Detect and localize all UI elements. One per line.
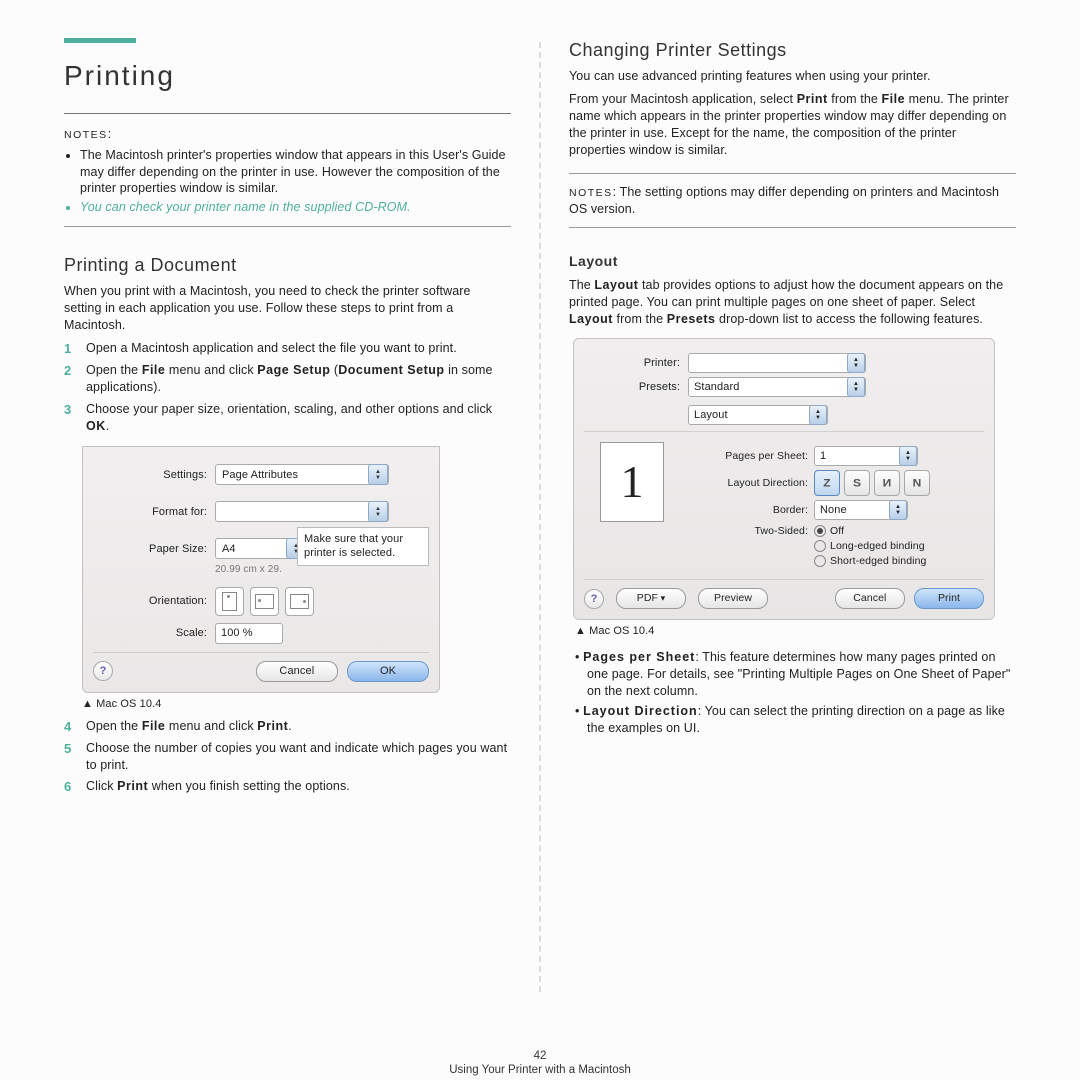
printer-label: Printer: xyxy=(584,356,688,371)
cancel-button[interactable]: Cancel xyxy=(256,661,338,682)
steps-list-b: Open the File menu and click Print. Choo… xyxy=(64,718,511,796)
paragraph: The Layout tab provides options to adjus… xyxy=(569,277,1016,328)
notes-list: The Macintosh printer's properties windo… xyxy=(64,147,511,217)
chevron-updown-icon: ▲▼ xyxy=(809,405,827,425)
radio-off[interactable] xyxy=(814,525,826,537)
notes-block: NNOTESOTES: The Macintosh printer's prop… xyxy=(64,126,511,216)
preview-button[interactable]: Preview xyxy=(698,588,768,609)
chevron-updown-icon: ▲▼ xyxy=(368,501,388,522)
format-for-select[interactable]: ▲▼ xyxy=(215,501,389,522)
footer-caption: Using Your Printer with a Macintosh xyxy=(449,1064,631,1076)
page: Printing NNOTESOTES: The Macintosh print… xyxy=(0,0,1080,1038)
step-item: Open the File menu and click Print. xyxy=(64,718,511,735)
orientation-portrait-button[interactable] xyxy=(215,587,244,616)
paper-size-select[interactable]: A4 ▲▼ xyxy=(215,538,307,559)
rule xyxy=(64,113,511,114)
sub-text: When you print with a Macintosh, you nee… xyxy=(64,283,511,334)
step-item: Choose your paper size, orientation, sca… xyxy=(64,401,511,435)
notes-item-accent: You can check your printer name in the s… xyxy=(80,199,511,216)
layout-dir-2-button[interactable]: S xyxy=(844,470,870,496)
paragraph: You can use advanced printing features w… xyxy=(569,68,1016,85)
layout-dir-1-button[interactable]: Z xyxy=(814,470,840,496)
rule xyxy=(569,173,1016,174)
scale-label: Scale: xyxy=(93,626,215,641)
step-item: Open the File menu and click Page Setup … xyxy=(64,362,511,396)
print-dialog: Printer: ▲▼ Presets: Standard▲▼ Layout▲▼… xyxy=(573,338,995,621)
two-sided-label: Two-Sided: xyxy=(674,524,814,538)
border-select[interactable]: None▲▼ xyxy=(814,500,908,520)
accent-bar xyxy=(64,38,136,43)
paper-size-label: Paper Size: xyxy=(93,542,215,557)
orientation-label: Orientation: xyxy=(93,594,215,609)
border-label: Border: xyxy=(674,503,814,517)
chevron-updown-icon: ▲▼ xyxy=(899,446,917,466)
tooltip: Make sure that your printer is selected. xyxy=(297,527,429,565)
layout-dir-3-button[interactable]: И xyxy=(874,470,900,496)
chevron-updown-icon: ▲▼ xyxy=(847,377,865,397)
radio-long[interactable] xyxy=(814,540,826,552)
print-button[interactable]: Print xyxy=(914,588,984,609)
printer-select[interactable]: ▲▼ xyxy=(688,353,866,373)
page-number: 42 xyxy=(0,1050,1080,1062)
cancel-button[interactable]: Cancel xyxy=(835,588,905,609)
layout-heading: Layout xyxy=(569,252,1016,271)
format-for-label: Format for: xyxy=(93,505,215,520)
chevron-updown-icon: ▲▼ xyxy=(847,353,865,373)
right-heading: Changing Printer Settings xyxy=(569,38,1016,62)
notes-label: NOTES xyxy=(569,187,613,199)
page-setup-dialog: Settings: Page Attributes ▲▼ Format for:… xyxy=(82,446,440,693)
help-button[interactable]: ? xyxy=(584,589,604,609)
layout-dir-4-button[interactable]: N xyxy=(904,470,930,496)
layout-inset: 1 Pages per Sheet: 1▲▼ Layout Direction:… xyxy=(584,431,984,581)
settings-label: Settings: xyxy=(93,468,215,483)
notes-item: The Macintosh printer's properties windo… xyxy=(80,147,511,198)
section-select[interactable]: Layout▲▼ xyxy=(688,405,828,425)
help-button[interactable]: ? xyxy=(93,661,113,681)
description-item: Pages per Sheet: This feature determines… xyxy=(569,649,1016,700)
figure-caption: ▲ Mac OS 10.4 xyxy=(82,697,511,712)
scale-input[interactable]: 100 % xyxy=(215,623,283,644)
ok-button[interactable]: OK xyxy=(347,661,429,682)
radio-short[interactable] xyxy=(814,555,826,567)
right-column: Changing Printer Settings You can use ad… xyxy=(541,38,1032,1038)
sub-heading: Printing a Document xyxy=(64,253,511,277)
settings-select[interactable]: Page Attributes ▲▼ xyxy=(215,464,389,485)
pdf-button[interactable]: PDF xyxy=(616,588,686,609)
figure-caption: ▲ Mac OS 10.4 xyxy=(575,624,1016,639)
chevron-updown-icon: ▲▼ xyxy=(368,464,388,485)
step-item: Click Print when you finish setting the … xyxy=(64,778,511,795)
steps-list-a: Open a Macintosh application and select … xyxy=(64,340,511,434)
chevron-updown-icon: ▲▼ xyxy=(889,500,907,520)
presets-label: Presets: xyxy=(584,380,688,395)
step-item: Open a Macintosh application and select … xyxy=(64,340,511,357)
orientation-landscape-rev-button[interactable] xyxy=(285,587,314,616)
pps-label: Pages per Sheet: xyxy=(674,449,814,463)
page-preview: 1 xyxy=(600,442,664,522)
rule xyxy=(569,227,1016,228)
description-item: Layout Direction: You can select the pri… xyxy=(569,703,1016,737)
rule xyxy=(64,226,511,227)
paragraph: From your Macintosh application, select … xyxy=(569,91,1016,159)
notes-box: NOTES: The setting options may differ de… xyxy=(569,173,1016,229)
description-list: Pages per Sheet: This feature determines… xyxy=(569,649,1016,736)
presets-select[interactable]: Standard▲▼ xyxy=(688,377,866,397)
left-column: Printing NNOTESOTES: The Macintosh print… xyxy=(48,38,539,1038)
orientation-landscape-button[interactable] xyxy=(250,587,279,616)
layout-direction-label: Layout Direction: xyxy=(674,476,814,490)
pps-select[interactable]: 1▲▼ xyxy=(814,446,918,466)
notes-label: NNOTESOTES xyxy=(64,129,108,141)
page-title: Printing xyxy=(64,57,511,95)
page-footer: 42 Using Your Printer with a Macintosh xyxy=(0,1050,1080,1076)
dialog-separator xyxy=(93,652,429,653)
step-item: Choose the number of copies you want and… xyxy=(64,740,511,774)
